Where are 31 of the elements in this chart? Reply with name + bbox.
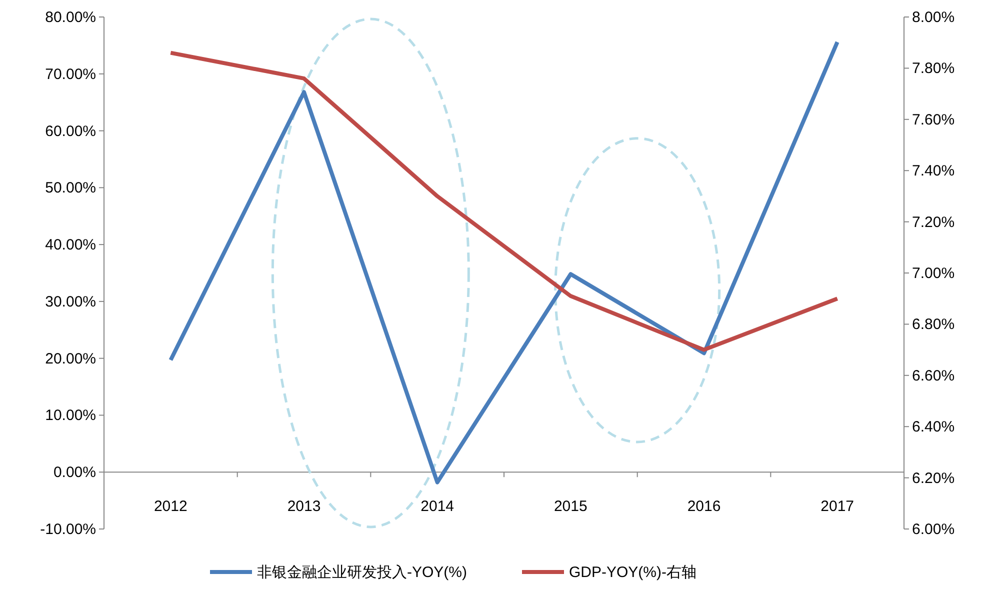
y-tick-label: 60.00%	[45, 122, 96, 140]
y2-tick-label: 7.00%	[912, 265, 955, 282]
y-tick-label: 0.00%	[53, 464, 96, 482]
y2-tick-label: 6.20%	[912, 470, 955, 487]
y2-tick-label: 6.80%	[912, 316, 955, 334]
line-series	[168, 50, 840, 352]
x-tick-label: 2014	[420, 498, 454, 516]
y-tick-label: 70.00%	[45, 66, 96, 83]
line-series	[168, 40, 840, 484]
y-tick-label: 50.00%	[45, 180, 96, 197]
y2-tick-label: 6.60%	[912, 367, 955, 384]
x-tick-label: 2017	[820, 498, 854, 516]
y2-tick-label: 8.00%	[912, 9, 955, 26]
y-tick-label: 20.00%	[45, 350, 96, 368]
y2-tick-label: 7.40%	[912, 162, 955, 180]
y-tick-label: 40.00%	[45, 236, 96, 254]
y2-tick-label: 7.80%	[912, 60, 955, 78]
y2-tick-label: 7.60%	[912, 111, 955, 128]
y2-tick-label: 7.20%	[912, 214, 955, 231]
y-tick-label: 10.00%	[45, 407, 96, 424]
x-tick-label: 2013	[287, 498, 321, 516]
x-tick-label: 2012	[154, 498, 188, 516]
legend-label: 非银金融企业研发投入-YOY(%)	[257, 564, 468, 581]
y2-tick-label: 6.40%	[912, 418, 955, 436]
y-tick-label: 30.00%	[45, 293, 96, 310]
y2-tick-label: 6.00%	[912, 521, 955, 538]
y-tick-label: 80.00%	[45, 9, 96, 26]
legend-label: GDP-YOY(%)-右轴	[569, 564, 696, 581]
x-tick-label: 2016	[687, 498, 721, 516]
x-tick-label: 2015	[554, 498, 588, 516]
y-tick-label: -10.00%	[40, 521, 96, 538]
